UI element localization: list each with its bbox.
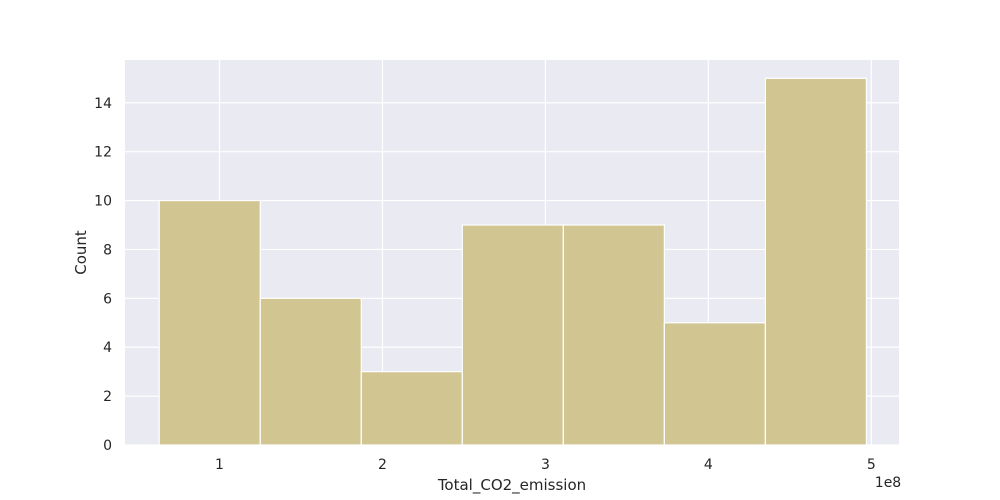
- histogram-bar-5: [663, 322, 766, 446]
- y-axis-label: Count: [72, 230, 90, 275]
- y-tick-label-5: 10: [94, 194, 112, 210]
- histogram-bar-0: [158, 199, 261, 446]
- y-tick-label-0: 0: [103, 438, 112, 454]
- histogram-bar-6: [764, 77, 868, 446]
- y-tick-label-1: 2: [103, 389, 112, 405]
- y-tick-label-7: 14: [94, 96, 112, 112]
- x-axis-offset-text: 1e8: [875, 475, 901, 491]
- y-tick-label-3: 6: [103, 291, 112, 307]
- histogram-bar-2: [360, 371, 463, 446]
- y-tick-label-6: 12: [94, 145, 112, 161]
- y-tick-label-4: 8: [103, 242, 112, 258]
- histogram-bar-4: [562, 224, 665, 446]
- histogram-bar-3: [461, 224, 564, 446]
- x-tick-label-4: 5: [867, 457, 876, 473]
- x-tick-label-1: 2: [378, 457, 387, 473]
- x-tick-label-3: 4: [704, 457, 713, 473]
- bars: [158, 77, 868, 446]
- y-tick-label-2: 4: [103, 340, 112, 356]
- x-axis-label: Total_CO2_emission: [437, 476, 586, 495]
- x-tick-label-2: 3: [541, 457, 550, 473]
- histogram-bar-1: [259, 297, 362, 446]
- x-tick-label-0: 1: [215, 457, 224, 473]
